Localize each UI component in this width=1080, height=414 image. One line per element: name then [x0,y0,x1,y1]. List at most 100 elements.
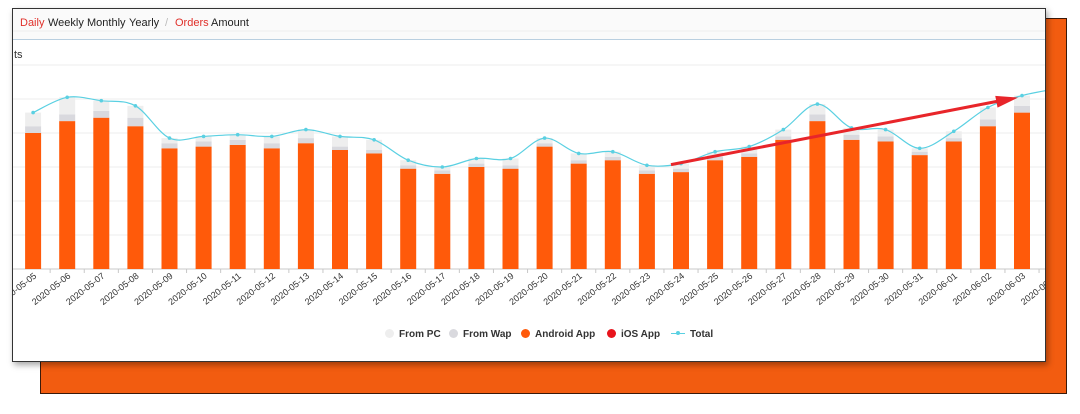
bar-android-app [468,167,485,269]
bar-from-pc [979,107,996,120]
bar-from-wap [502,165,519,169]
orders-chart: 2020-05-052020-05-062020-05-072020-05-08… [13,30,1045,307]
point-total [917,146,922,151]
bar-android-app [263,148,280,269]
bar-from-wap [468,163,485,167]
bar-from-pc [570,153,587,161]
bar-from-wap [536,143,553,147]
bar-from-pc [25,112,42,127]
bar-from-pc [604,151,621,157]
point-total [576,151,581,156]
point-total [167,136,172,140]
point-total [542,136,547,140]
bar-android-app [127,126,144,269]
legend-label-from-wap: From Wap [463,329,512,340]
bar-android-app [775,139,792,269]
chart-toolbar: Daily Weekly Monthly Yearly / Orders Amo… [13,9,1045,40]
point-total [304,127,308,132]
bar-from-wap [673,168,689,173]
legend-swatch-total [671,331,685,335]
legend-item-from-pc[interactable]: From PC [385,329,441,340]
bar-from-wap [979,119,996,127]
bar-android-app [93,117,110,269]
point-total [986,105,990,110]
point-total [201,134,206,139]
bar-from-pc [263,136,280,144]
annotation-arrow-head [995,95,1018,108]
point-total [952,129,956,134]
point-total [372,138,376,142]
point-total [31,110,35,115]
point-total [713,149,717,154]
bar-android-app [979,126,996,269]
point-total [645,163,649,168]
legend-label-from-pc: From PC [399,329,441,340]
bar-from-pc [775,129,792,137]
legend-item-android-app[interactable]: Android App [521,329,595,340]
bar-from-wap [297,138,314,144]
legend-item-from-wap[interactable]: From Wap [449,329,512,340]
bar-from-pc [1014,95,1030,106]
tab-amount[interactable]: Amount [211,17,249,29]
annotation-arrow-shaft [670,98,1005,167]
legend-label-ios-app: iOS App [621,329,661,340]
bar-from-pc [161,138,178,144]
tab-yearly[interactable]: Yearly [129,17,160,29]
bar-from-wap [161,143,178,149]
bar-from-wap [1014,105,1030,113]
bar-from-wap [263,143,280,149]
bar-from-wap [775,136,792,140]
legend-label-total: Total [690,329,714,340]
point-total [747,144,751,149]
point-total [440,165,445,169]
bar-android-app [673,172,689,269]
bar-android-app [843,139,860,269]
bar-android-app [707,160,724,269]
legend-item-total[interactable]: Total [671,329,713,340]
tab-daily[interactable]: Daily [20,17,45,29]
bar-from-pc [502,158,519,166]
bar-from-wap [25,126,42,133]
point-total [883,127,888,132]
bar-from-pc [297,129,314,139]
bar-from-pc [229,134,246,140]
bar-from-wap [93,110,110,118]
tab-weekly[interactable]: Weekly [48,17,84,29]
bar-android-app [536,146,553,269]
bar-from-wap [604,156,621,161]
bar-from-wap [570,160,587,164]
bar-from-wap [127,117,144,127]
bar-android-app [570,163,587,269]
bar-android-app [161,148,178,269]
bar-android-app [195,146,212,269]
bar-from-pc [400,160,417,166]
bar-from-wap [911,151,928,156]
bar-android-app [366,153,383,269]
tab-orders[interactable]: Orders [175,17,209,29]
legend-swatch-from-wap [449,329,458,338]
legend-swatch-from-pc [385,329,394,338]
bar-from-pc [195,136,212,142]
legend-item-ios-app[interactable]: iOS App [607,329,660,340]
point-total [815,102,820,106]
point-total [1020,93,1024,98]
orders-chart-panel: Daily Weekly Monthly Yearly / Orders Amo… [12,8,1046,362]
tab-monthly[interactable]: Monthly [87,17,126,29]
bar-android-app [434,173,451,269]
bar-from-wap [638,170,655,174]
bar-android-app [741,156,758,269]
bar-from-wap [707,156,724,161]
bar-android-app [945,141,962,269]
bar-from-pc [673,163,689,169]
bar-android-app [911,155,928,269]
point-total [611,149,615,154]
bar-from-pc [945,131,962,139]
bar-android-app [59,121,76,269]
bar-android-app [877,141,894,269]
point-total [270,134,274,139]
bar-from-wap [945,138,962,142]
point-total [781,127,786,132]
bar-from-wap [59,114,76,122]
bar-from-wap [434,170,451,174]
bar-android-app [332,150,348,269]
